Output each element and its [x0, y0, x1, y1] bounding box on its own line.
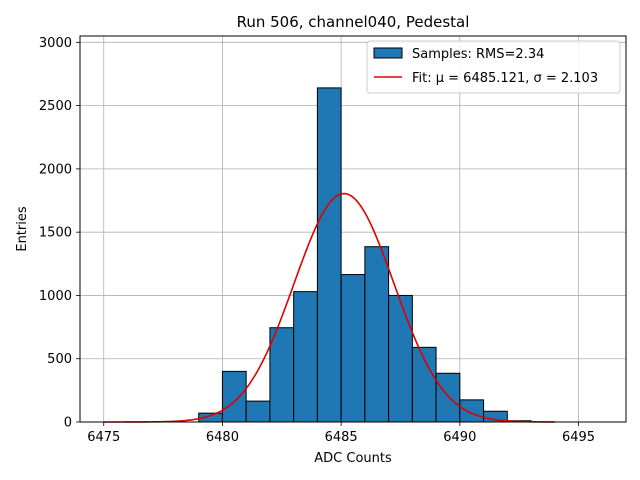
y-tick-label: 0 [64, 416, 72, 431]
histogram-bar [340, 274, 366, 423]
x-tick-label: 6490 [443, 430, 476, 445]
y-tick-label: 2500 [39, 99, 72, 114]
legend-histogram-swatch [373, 47, 403, 59]
histogram-bar [221, 370, 247, 423]
legend-box [366, 40, 621, 94]
x-tick-label: 6475 [87, 430, 120, 445]
y-tick-label: 2000 [39, 162, 72, 177]
y-axis-ticks: 0 500 1000 1500 2000 2500 3000 [39, 36, 80, 431]
histogram-bar [388, 294, 413, 423]
histogram-bar [459, 399, 485, 423]
x-tick-label: 6485 [325, 430, 358, 445]
chart-title: Run 506, channel040, Pedestal [237, 13, 470, 31]
plot-frame [79, 35, 627, 423]
x-axis-label: ADC Counts [314, 451, 392, 466]
x-axis-ticks: 6475 6480 6485 6490 6495 [87, 422, 595, 445]
y-tick-label: 1000 [39, 289, 72, 304]
histogram-bars [198, 87, 532, 423]
histogram-bar [435, 372, 461, 423]
y-axis-label: Entries [15, 206, 30, 252]
y-tick-label: 1500 [39, 226, 72, 241]
histogram-bar [269, 327, 295, 423]
histogram-bar [293, 291, 318, 423]
y-tick-label: 500 [47, 352, 72, 367]
legend: Samples: RMS=2.34 Fit: μ = 6485.121, σ =… [366, 40, 621, 94]
legend-fit-label: Fit: μ = 6485.121, σ = 2.103 [412, 71, 598, 86]
y-tick-label: 3000 [39, 36, 72, 51]
x-tick-label: 6495 [562, 430, 595, 445]
fit-curve [103, 192, 555, 423]
histogram-bar [316, 87, 342, 423]
x-tick-label: 6480 [206, 430, 239, 445]
histogram-bar [364, 246, 390, 423]
legend-histogram-label: Samples: RMS=2.34 [412, 47, 544, 62]
histogram-bar [245, 400, 271, 423]
